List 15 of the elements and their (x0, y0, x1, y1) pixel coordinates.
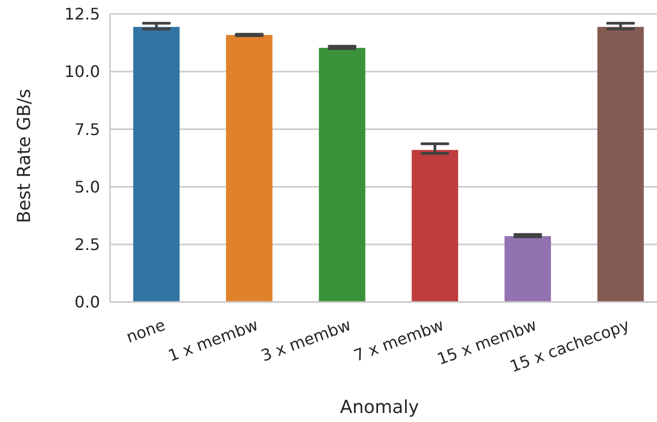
bar (133, 26, 180, 302)
bar (597, 26, 644, 302)
y-tick-label: 5.0 (74, 177, 100, 196)
x-tick-label: none (124, 315, 168, 347)
y-axis-title: Best Rate GB/s (14, 88, 35, 224)
bar (226, 34, 272, 302)
y-tick-label: 0.0 (74, 292, 100, 312)
y-tick-label: 10.0 (64, 62, 100, 82)
x-axis-title: Anomaly (340, 397, 420, 418)
y-tick-label: 12.5 (64, 4, 100, 24)
bar (318, 48, 366, 302)
y-tick-label: 7.5 (74, 120, 100, 139)
bar (504, 236, 551, 302)
bar (412, 150, 458, 302)
y-tick-label: 2.5 (74, 235, 100, 254)
